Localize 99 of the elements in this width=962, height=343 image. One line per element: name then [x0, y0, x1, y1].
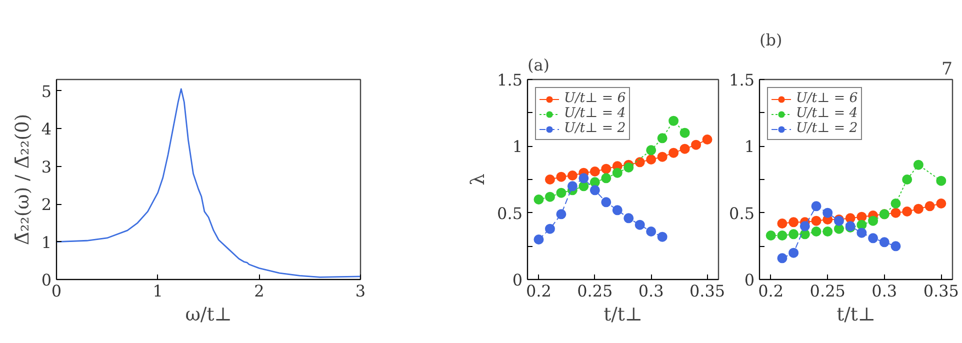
point	[657, 133, 668, 144]
point	[601, 173, 612, 184]
chart-title: (a)	[528, 56, 550, 74]
point	[646, 154, 656, 164]
y-tick-label: 0.5	[497, 204, 523, 223]
point	[800, 221, 810, 232]
legend-label: U/t⊥ = 6	[564, 91, 626, 106]
x-tick-label: 0.35	[689, 282, 726, 300]
point	[936, 176, 946, 186]
point	[777, 230, 788, 240]
point	[668, 148, 679, 158]
point	[657, 232, 668, 242]
point	[691, 140, 702, 150]
point	[634, 220, 645, 230]
point	[788, 248, 799, 258]
point	[590, 166, 600, 176]
y-tick-label: 5	[41, 82, 52, 101]
point	[634, 157, 645, 168]
point	[544, 224, 555, 234]
point	[822, 208, 833, 218]
point	[913, 204, 924, 214]
y-tick-label: 1	[512, 137, 523, 156]
point	[924, 201, 935, 212]
x-tick-label: 0.2	[526, 282, 552, 300]
point	[680, 128, 690, 138]
point	[601, 197, 612, 208]
point	[668, 116, 679, 126]
point	[601, 164, 612, 174]
point	[811, 216, 822, 226]
point	[868, 233, 878, 244]
chart-title: (b)	[760, 30, 782, 50]
point	[856, 228, 867, 238]
point	[612, 205, 622, 216]
y-tick-label: 2	[41, 195, 52, 214]
point	[624, 213, 634, 224]
point	[646, 226, 656, 236]
point	[556, 172, 566, 182]
legend-label: U/t⊥ = 6	[796, 91, 858, 106]
point	[890, 198, 901, 208]
text: 7	[941, 60, 953, 80]
point	[766, 230, 776, 240]
x-tick-label: 2	[254, 282, 264, 300]
point	[913, 160, 924, 170]
point	[936, 198, 946, 208]
point	[556, 188, 566, 198]
x-tick-label: 1	[152, 282, 163, 300]
point	[777, 218, 788, 228]
x-axis-title: ω/t⊥	[185, 304, 232, 326]
point	[612, 168, 622, 178]
point	[822, 226, 833, 236]
point	[556, 209, 566, 220]
point	[902, 174, 912, 184]
point	[680, 144, 690, 154]
x-tick-label: 0.2	[758, 282, 784, 300]
point	[890, 241, 901, 252]
point	[902, 206, 912, 216]
y-tick-label: 1	[41, 232, 52, 252]
y-tick-label: 1	[744, 137, 755, 156]
point	[534, 234, 544, 244]
y-tick-label: 1.5	[729, 70, 755, 90]
point	[657, 152, 668, 162]
point	[578, 181, 589, 192]
x-tick-label: 0.25	[810, 282, 846, 300]
x-axis-title: t/t⊥	[604, 304, 642, 326]
y-axis-title: λ	[468, 173, 490, 186]
x-axis-title: t/t⊥	[836, 304, 876, 326]
point	[788, 229, 799, 240]
legend-label: U/t⊥ = 2	[564, 121, 626, 136]
point	[624, 162, 634, 172]
point	[811, 226, 822, 236]
point	[811, 201, 822, 212]
point	[788, 217, 799, 228]
y-tick-label: 4	[41, 120, 52, 139]
point	[890, 208, 901, 218]
point	[534, 194, 544, 204]
x-tick-label: 0.3	[872, 282, 898, 300]
point	[834, 224, 844, 234]
y-tick-label: 0.5	[729, 204, 755, 223]
point	[544, 192, 555, 202]
x-tick-label: 0.3	[638, 282, 664, 300]
y-tick-label: 3	[41, 157, 52, 176]
x-tick-label: 0.35	[923, 282, 959, 300]
y-axis-title: Δ̄₂₂(ω) / Δ̄₂₂(0)	[12, 114, 34, 246]
point	[578, 173, 589, 184]
legend-label: U/t⊥ = 4	[796, 106, 858, 121]
point	[702, 134, 712, 144]
point	[590, 185, 600, 196]
y-tick-label: 1.5	[497, 70, 523, 90]
legend-label: U/t⊥ = 2	[796, 121, 858, 136]
point	[567, 181, 578, 192]
point	[646, 145, 656, 156]
point	[868, 216, 878, 226]
point	[544, 174, 555, 184]
x-tick-label: 0.25	[577, 282, 613, 300]
x-tick-label: 3	[355, 282, 366, 300]
point	[567, 170, 578, 180]
point	[879, 237, 890, 248]
point	[777, 253, 788, 264]
legend-label: U/t⊥ = 4	[564, 106, 626, 121]
